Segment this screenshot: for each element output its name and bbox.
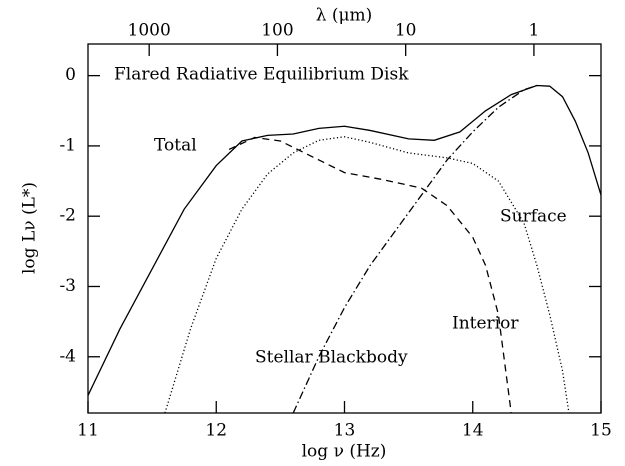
x-tick-label: 12 <box>205 421 227 441</box>
y-tick-label: 0 <box>65 65 76 85</box>
series-line <box>88 84 601 396</box>
series-label: Surface <box>500 207 567 227</box>
x2-tick-label: 1000 <box>128 21 171 41</box>
y-tick-label: -3 <box>59 276 76 296</box>
x-tick-label: 13 <box>334 421 356 441</box>
x-tick-label: 11 <box>77 421 99 441</box>
series-label: Interior <box>452 314 519 334</box>
series-line <box>292 84 538 413</box>
series-line <box>228 136 512 413</box>
y-tick-label: -2 <box>59 206 76 226</box>
series-label: Total <box>154 136 197 156</box>
series-label: Stellar Blackbody <box>255 348 408 368</box>
x2-tick-label: 1 <box>529 21 540 41</box>
x-tick-label: 15 <box>590 421 612 441</box>
x-tick-label: 14 <box>462 421 484 441</box>
chart-title: Flared Radiative Equilibrium Disk <box>114 65 409 85</box>
series-line <box>164 136 570 413</box>
x-axis-label: log ν (Hz) <box>302 442 387 462</box>
lines <box>88 84 601 413</box>
y-tick-label: -4 <box>59 346 76 366</box>
x2-tick-label: 10 <box>395 21 417 41</box>
y-axis-label: log Lν (L*) <box>20 182 40 274</box>
x2-axis-label: λ (μm) <box>316 6 373 26</box>
x2-tick-label: 100 <box>261 21 293 41</box>
y-tick-label: -1 <box>59 135 76 155</box>
